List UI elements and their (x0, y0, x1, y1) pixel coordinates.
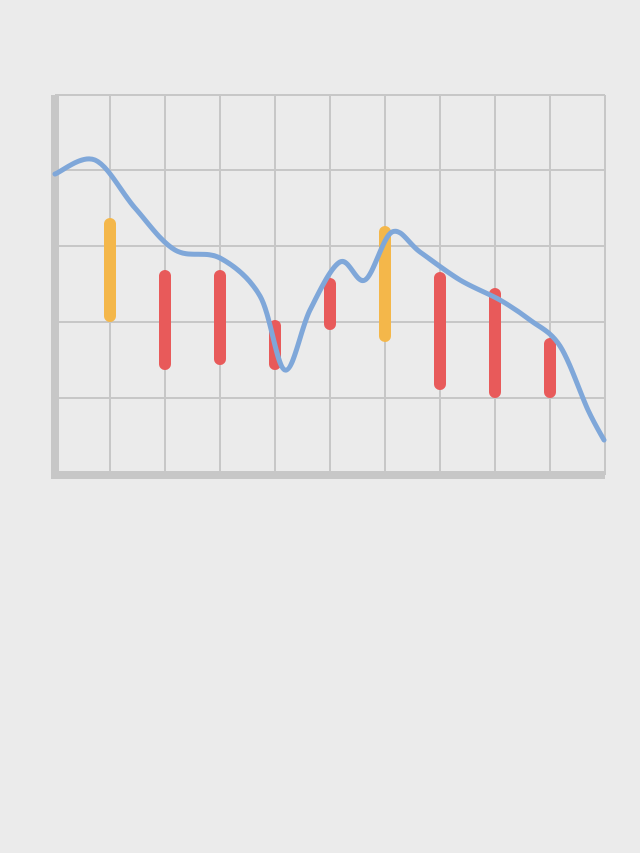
bar (159, 270, 171, 370)
chart-svg (0, 0, 640, 853)
bar (434, 272, 446, 390)
bar (489, 288, 501, 398)
bar (104, 218, 116, 322)
bar (544, 338, 556, 398)
bar (214, 270, 226, 365)
canvas-background (0, 0, 640, 853)
bar (324, 278, 336, 330)
chart-canvas (0, 0, 640, 853)
